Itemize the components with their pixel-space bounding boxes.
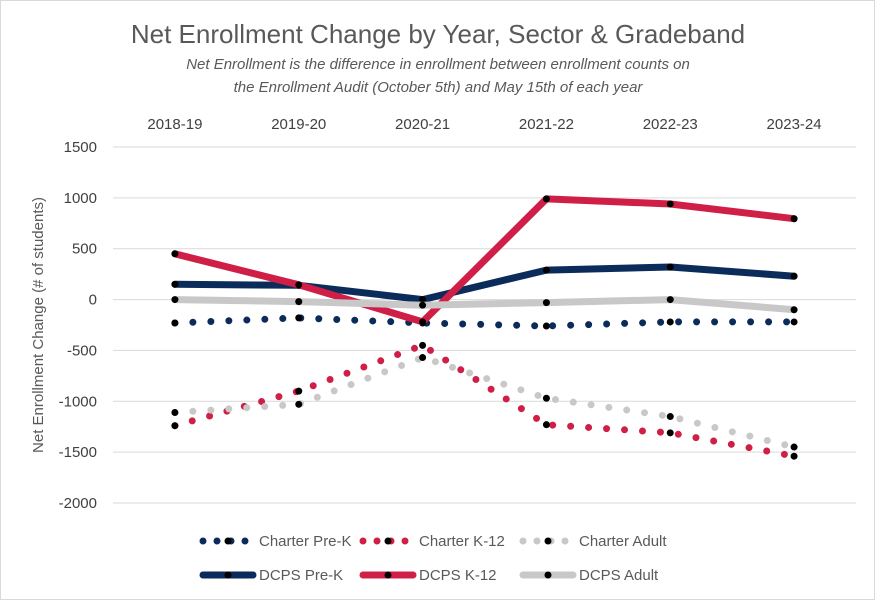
- data-point: [419, 318, 427, 326]
- data-point: [542, 322, 550, 330]
- data-point: [171, 296, 179, 304]
- legend-marker: [384, 537, 392, 545]
- data-point: [295, 387, 303, 395]
- data-point: [666, 263, 674, 271]
- data-point: [666, 318, 674, 326]
- legend-marker: [384, 571, 392, 579]
- data-point: [171, 319, 179, 327]
- data-point: [542, 421, 550, 429]
- data-point: [171, 422, 179, 430]
- x-tick-label: 2022-23: [643, 116, 698, 133]
- legend-marker: [224, 571, 232, 579]
- series-dcps-adult: [171, 296, 798, 314]
- legend-item-dcps-pre-k: DCPS Pre-K: [199, 567, 343, 584]
- x-tick-label: 2021-22: [519, 116, 574, 133]
- data-point: [790, 215, 798, 223]
- legend-marker: [224, 537, 232, 545]
- data-point: [419, 354, 427, 362]
- data-point: [790, 272, 798, 280]
- y-tick-label: 1000: [64, 190, 97, 207]
- series-line: [171, 314, 798, 330]
- legend-marker: [544, 571, 552, 579]
- data-point: [542, 299, 550, 307]
- legend-label: Charter K-12: [419, 533, 505, 550]
- data-point: [542, 195, 550, 203]
- chart-title: Net Enrollment Change by Year, Sector & …: [131, 19, 745, 49]
- data-point: [419, 341, 427, 349]
- y-tick-label: -500: [67, 342, 97, 359]
- data-point: [790, 452, 798, 460]
- data-point: [666, 200, 674, 208]
- x-tick-label: 2020-21: [395, 116, 450, 133]
- data-point: [790, 443, 798, 451]
- data-point: [666, 296, 674, 304]
- legend-item-charter-adult: Charter Adult: [519, 533, 667, 550]
- legend-marker: [544, 537, 552, 545]
- series-line: [171, 341, 798, 460]
- x-tick-label: 2019-20: [271, 116, 326, 133]
- data-point: [542, 266, 550, 274]
- series-dcps-k-12: [171, 195, 798, 326]
- data-point: [295, 314, 303, 322]
- series-charter-pre-k: [171, 314, 798, 330]
- series-layer: [171, 195, 798, 460]
- series-line: [171, 195, 798, 326]
- data-point: [666, 429, 674, 437]
- data-point: [666, 413, 674, 421]
- data-point: [171, 408, 179, 416]
- data-point: [295, 400, 303, 408]
- x-tick-label: 2023-24: [767, 116, 822, 133]
- y-tick-label: -1500: [59, 444, 97, 461]
- data-point: [419, 301, 427, 309]
- legend: Charter Pre-K Charter K-12 Charter Adult DC…: [199, 533, 667, 584]
- legend-label: DCPS Adult: [579, 567, 659, 584]
- y-tick-label: -2000: [59, 495, 97, 512]
- legend-label: DCPS K-12: [419, 567, 497, 584]
- data-point: [542, 394, 550, 402]
- legend-item-dcps-k-12: DCPS K-12: [359, 567, 497, 584]
- data-point: [295, 281, 303, 289]
- series-line: [171, 296, 798, 314]
- series-charter-k-12: [171, 341, 798, 460]
- series-line: [171, 263, 798, 304]
- y-tick-label: -1000: [59, 393, 97, 410]
- legend-item-charter-k-12: Charter K-12: [359, 533, 505, 550]
- data-point: [419, 296, 427, 304]
- series-charter-adult: [171, 353, 798, 451]
- y-axis-ticks: 1500 1000 500 0 -500 -1000 -1500 -2000: [59, 139, 97, 512]
- gridlines: [113, 146, 856, 504]
- y-tick-label: 1500: [64, 139, 97, 156]
- y-tick-label: 500: [72, 241, 97, 258]
- data-point: [295, 298, 303, 306]
- data-point: [790, 318, 798, 326]
- chart-subtitle-line-1: Net Enrollment is the difference in enro…: [186, 56, 690, 73]
- series-dcps-pre-k: [171, 263, 798, 304]
- data-point: [790, 306, 798, 314]
- x-tick-label: 2018-19: [147, 116, 202, 133]
- legend-label: Charter Pre-K: [259, 533, 352, 550]
- legend-item-charter-pre-k: Charter Pre-K: [199, 533, 352, 550]
- legend-item-dcps-adult: DCPS Adult: [519, 567, 659, 584]
- series-line: [171, 353, 798, 451]
- data-point: [171, 280, 179, 288]
- x-axis-ticks: 2018-19 2019-20 2020-21 2021-22 2022-23 2023-…: [147, 116, 821, 133]
- data-point: [171, 250, 179, 258]
- y-tick-label: 0: [89, 292, 97, 309]
- y-axis-title: Net Enrollment Change (# of students): [30, 197, 47, 453]
- legend-label: DCPS Pre-K: [259, 567, 343, 584]
- chart-subtitle-line-2: the Enrollment Audit (October 5th) and M…: [234, 79, 644, 96]
- legend-label: Charter Adult: [579, 533, 667, 550]
